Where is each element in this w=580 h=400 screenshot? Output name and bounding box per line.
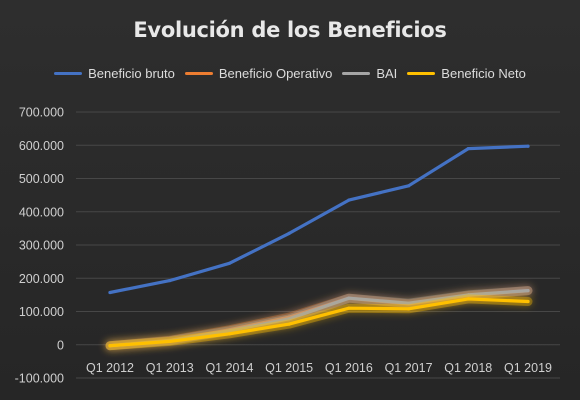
x-tick-label: Q1 2017: [385, 361, 433, 375]
y-tick-label: 700.000: [19, 106, 64, 120]
series-line: [108, 144, 530, 295]
y-tick-label: 300.000: [19, 239, 64, 253]
data-point: [406, 184, 411, 188]
data-point: [526, 288, 530, 293]
y-tick-label: 100.000: [19, 305, 64, 319]
series-group: [108, 144, 530, 295]
legend-label: Beneficio bruto: [88, 66, 175, 81]
legend-item: Beneficio bruto: [54, 66, 175, 81]
data-point: [168, 339, 172, 344]
legend-item: BAI: [342, 66, 397, 81]
series-line: [108, 297, 530, 348]
data-point: [347, 306, 351, 310]
data-point: [466, 297, 470, 301]
legend-swatch: [342, 72, 371, 75]
data-point: [287, 231, 291, 235]
legend-label: BAI: [376, 66, 398, 81]
x-tick-label: Q1 2012: [86, 361, 134, 375]
y-tick-label: 0: [57, 338, 64, 352]
legend-swatch: [54, 72, 83, 75]
data-point: [287, 322, 291, 326]
x-tick-label: Q1 2014: [205, 361, 253, 375]
data-point: [526, 144, 530, 148]
x-tick-label: Q1 2018: [444, 361, 492, 375]
x-tick-label: Q1 2013: [146, 361, 194, 375]
data-point: [466, 146, 470, 151]
y-tick-label: 200.000: [19, 272, 64, 286]
chart-legend: Beneficio bruto Beneficio Operativo BAI Ben…: [0, 66, 580, 81]
x-tick-label: Q1 2016: [325, 361, 373, 375]
series-group: [105, 294, 533, 351]
legend-swatch: [407, 72, 436, 75]
data-point: [526, 299, 530, 304]
data-point: [406, 307, 411, 311]
data-point: [108, 344, 112, 348]
legend-label: Beneficio Neto: [441, 66, 526, 81]
legend-item: Beneficio Operativo: [184, 66, 333, 81]
y-tick-label: -100.000: [15, 372, 64, 386]
y-tick-label: 500.000: [19, 172, 64, 186]
data-point: [347, 198, 351, 202]
data-point: [227, 332, 232, 336]
x-tick-label: Q1 2019: [504, 361, 552, 375]
legend-swatch: [184, 72, 213, 75]
data-point: [227, 261, 232, 265]
chart-title: Evolución de los Beneficios: [133, 18, 447, 42]
legend-label: Beneficio Operativo: [218, 66, 333, 81]
data-point: [347, 296, 351, 300]
legend-item: Beneficio Neto: [407, 66, 526, 81]
y-tick-label: 600.000: [19, 139, 64, 153]
x-tick-label: Q1 2015: [265, 361, 313, 375]
data-point: [168, 278, 172, 283]
y-tick-label: 400.000: [19, 205, 64, 219]
data-point: [108, 290, 112, 295]
data-point: [406, 301, 411, 305]
